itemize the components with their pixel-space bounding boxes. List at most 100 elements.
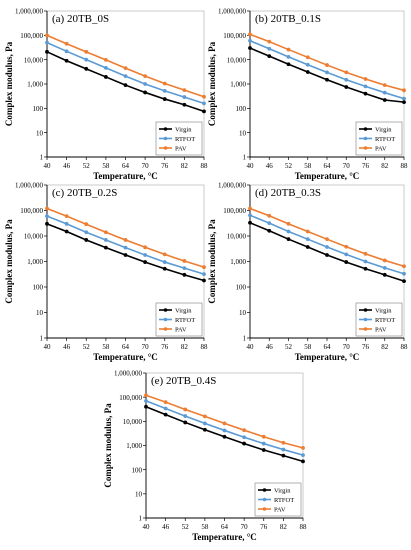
- data-point-virgin: [325, 77, 329, 82]
- x-tick-label: 58: [304, 343, 312, 351]
- data-point-virgin: [261, 448, 266, 452]
- data-point-rtfot: [143, 82, 148, 86]
- legend-label-pav: PAV: [175, 145, 187, 152]
- x-tick-label: 76: [161, 162, 169, 170]
- x-tick-label: 70: [343, 343, 351, 351]
- data-point-pav: [45, 206, 49, 211]
- data-point-pav: [162, 252, 167, 257]
- data-point-pav: [286, 47, 291, 52]
- data-point-virgin: [182, 272, 187, 277]
- data-point-virgin: [402, 100, 406, 105]
- data-point-pav: [64, 41, 69, 46]
- legend-label-pav: PAV: [175, 326, 187, 333]
- data-point-virgin: [162, 266, 167, 271]
- data-point-rtfot: [103, 238, 108, 242]
- x-tick-label: 52: [83, 343, 91, 351]
- x-tick-label: 40: [247, 343, 255, 351]
- y-tick-label: 10,000: [227, 233, 247, 241]
- y-tick-label: 1,000,000: [15, 8, 44, 16]
- legend-marker-rtfot: [363, 136, 368, 141]
- data-point-rtfot: [202, 101, 206, 106]
- chart-title: (d) 20TB_0.3S: [255, 187, 321, 199]
- data-point-virgin: [325, 253, 329, 257]
- x-axis-title: Temperature, °C: [295, 171, 360, 181]
- x-tick-label: 64: [221, 523, 229, 531]
- x-tick-label: 88: [401, 162, 409, 170]
- data-point-pav: [202, 414, 207, 419]
- data-point-virgin: [281, 453, 286, 458]
- legend-label-pav: PAV: [375, 145, 387, 152]
- data-point-virgin: [344, 85, 349, 89]
- y-tick-label: 100: [236, 284, 247, 292]
- data-point-rtfot: [64, 49, 69, 54]
- data-point-virgin: [248, 46, 252, 50]
- legend-marker-pav: [262, 507, 267, 511]
- data-point-rtfot: [344, 77, 349, 82]
- x-tick-label: 52: [285, 343, 293, 351]
- data-point-virgin: [84, 238, 89, 242]
- legend-marker-virgin: [363, 308, 368, 312]
- y-tick-label: 10,000: [24, 233, 44, 241]
- y-tick-label: 10: [36, 129, 44, 137]
- data-point-virgin: [64, 229, 69, 234]
- y-tick-label: 1,000,000: [114, 370, 143, 378]
- y-tick-label: 1,000: [230, 258, 246, 266]
- data-point-rtfot: [286, 229, 291, 234]
- legend-label-virgin: Virgin: [175, 307, 192, 314]
- legend-marker-virgin: [363, 127, 368, 131]
- data-point-rtfot: [163, 406, 168, 411]
- data-point-rtfot: [305, 62, 310, 67]
- y-tick-label: 100: [236, 105, 247, 113]
- y-axis-title: Complex modulus, Pa: [4, 219, 14, 304]
- data-point-pav: [182, 88, 187, 93]
- y-tick-label: 10,000: [227, 56, 247, 64]
- data-point-virgin: [242, 441, 247, 446]
- x-tick-label: 82: [280, 523, 288, 531]
- data-point-pav: [103, 230, 108, 235]
- data-point-rtfot: [286, 54, 291, 59]
- chart-title: (a) 20TB_0S: [52, 13, 109, 25]
- chart-title: (b) 20TB_0.1S: [255, 13, 321, 25]
- data-point-virgin: [182, 102, 187, 107]
- data-point-rtfot: [143, 253, 148, 257]
- data-point-pav: [267, 39, 272, 44]
- x-tick-label: 40: [44, 343, 52, 351]
- y-tick-label: 1,000: [230, 81, 246, 89]
- data-point-pav: [267, 213, 272, 218]
- data-point-virgin: [301, 459, 305, 464]
- data-point-rtfot: [267, 221, 272, 226]
- x-tick-label: 46: [162, 523, 170, 531]
- legend-label-virgin: Virgin: [375, 126, 392, 133]
- data-point-pav: [325, 237, 329, 242]
- y-tick-label: 10: [239, 129, 247, 137]
- data-point-rtfot: [162, 89, 167, 93]
- data-point-pav: [202, 265, 206, 270]
- data-point-virgin: [84, 66, 89, 71]
- data-point-rtfot: [222, 428, 227, 433]
- x-tick-label: 40: [247, 162, 255, 170]
- data-point-rtfot: [103, 65, 108, 70]
- data-point-virgin: [267, 228, 272, 233]
- data-point-pav: [242, 428, 247, 433]
- x-tick-label: 52: [285, 162, 293, 170]
- y-tick-label: 100: [132, 466, 143, 474]
- data-point-virgin: [103, 245, 108, 250]
- data-point-pav: [84, 222, 89, 227]
- x-tick-label: 64: [324, 162, 332, 170]
- y-tick-label: 1: [40, 335, 44, 343]
- x-axis-title: Temperature, °C: [93, 352, 158, 362]
- data-point-pav: [402, 264, 406, 269]
- data-point-pav: [84, 49, 89, 54]
- y-tick-label: 1: [139, 515, 143, 523]
- legend-marker-rtfot: [262, 497, 267, 502]
- y-tick-label: 10: [36, 309, 44, 317]
- data-point-pav: [123, 66, 128, 71]
- data-point-rtfot: [248, 38, 252, 43]
- data-point-pav: [261, 434, 266, 439]
- data-point-rtfot: [144, 399, 148, 403]
- data-point-pav: [248, 32, 252, 37]
- x-tick-label: 76: [362, 162, 370, 170]
- data-point-rtfot: [182, 266, 187, 271]
- y-tick-label: 1,000,000: [218, 182, 247, 190]
- y-tick-label: 10: [135, 490, 143, 498]
